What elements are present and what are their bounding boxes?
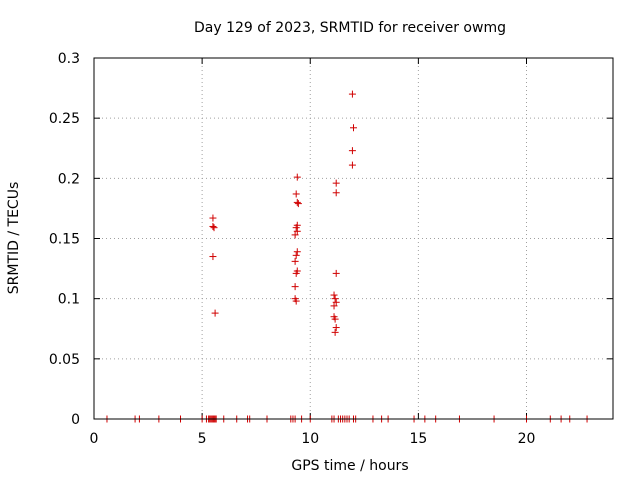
data-point [332, 298, 340, 306]
data-point [293, 227, 301, 235]
data-points [103, 90, 591, 423]
data-point [209, 222, 217, 230]
data-point [332, 179, 340, 187]
x-axis-label: GPS time / hours [291, 458, 408, 474]
x-tick-label: 0 [90, 431, 99, 447]
data-point [291, 257, 299, 265]
data-point [348, 90, 356, 98]
data-point [211, 309, 219, 317]
data-point [293, 198, 301, 206]
data-point [292, 224, 300, 232]
y-axis-label: SRMTID / TECUs [6, 182, 22, 295]
data-point [291, 283, 299, 291]
axis-ticks: 0 5 10 15 20 0 0.05 0.1 0.15 0.2 0.25 0.3 [49, 51, 613, 447]
data-point [348, 147, 356, 155]
data-point [294, 200, 302, 208]
data-point [331, 315, 339, 323]
y-tick-label: 0.1 [58, 292, 80, 308]
y-tick-label: 0.3 [58, 51, 80, 67]
data-point [332, 324, 340, 332]
data-point [332, 189, 340, 197]
data-point [330, 302, 338, 310]
data-point [348, 161, 356, 169]
data-point [350, 124, 357, 132]
data-point [293, 173, 301, 181]
data-point [210, 224, 218, 232]
y-tick-label: 0.25 [49, 111, 80, 127]
data-point [332, 269, 340, 277]
data-point [292, 269, 300, 277]
data-point [331, 295, 339, 303]
x-tick-label: 20 [518, 431, 536, 447]
x-tick-label: 15 [409, 431, 427, 447]
data-point [292, 190, 300, 198]
y-tick-label: 0.2 [58, 171, 80, 187]
data-point [292, 297, 300, 305]
data-point [209, 214, 217, 222]
y-tick-label: 0.05 [49, 352, 80, 368]
data-point [291, 231, 299, 239]
data-point [330, 291, 338, 299]
data-point [209, 253, 217, 261]
x-tick-label: 5 [198, 431, 207, 447]
y-tick-label: 0 [71, 412, 80, 428]
chart-title: Day 129 of 2023, SRMTID for receiver owm… [194, 20, 506, 36]
x-tick-label: 10 [301, 431, 319, 447]
data-point [292, 251, 300, 259]
y-tick-label: 0.15 [49, 232, 80, 248]
plot-frame [93, 57, 614, 420]
grid [94, 58, 613, 419]
data-point [331, 328, 339, 336]
data-point [293, 248, 301, 256]
